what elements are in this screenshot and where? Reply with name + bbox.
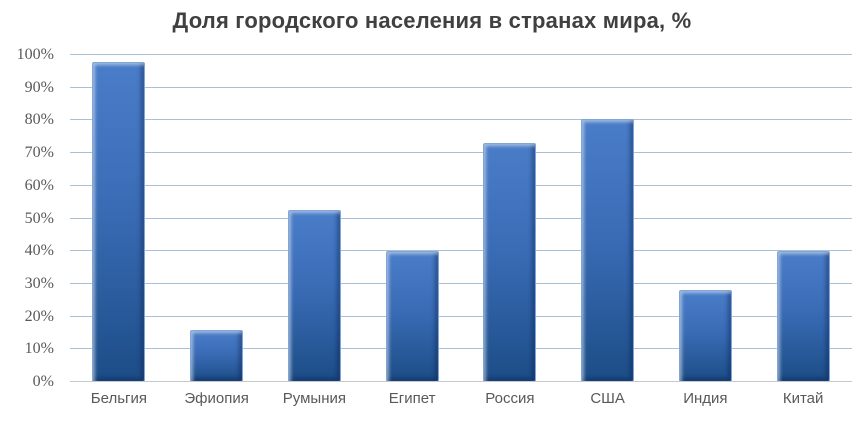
x-tick-label: Индия	[683, 390, 728, 407]
y-tick-label: 30%	[24, 274, 54, 292]
bar	[483, 143, 537, 382]
x-tick-label: Эфиопия	[184, 390, 249, 407]
plot-area	[70, 54, 852, 382]
y-tick-label: 10%	[24, 340, 54, 358]
y-tick-label: 50%	[24, 209, 54, 227]
x-tick-label: Китай	[782, 390, 824, 407]
x-tick-label: Румыния	[282, 390, 346, 407]
x-axis-line	[70, 381, 852, 382]
bar	[581, 118, 635, 382]
x-tick-label: США	[590, 390, 625, 407]
bar-slot	[168, 55, 266, 382]
bar-slot	[461, 55, 559, 382]
x-tick-label: Россия	[485, 390, 535, 407]
y-tick-label: 0%	[32, 373, 54, 390]
gridline	[70, 315, 852, 317]
bar	[776, 251, 830, 382]
bar	[385, 251, 439, 382]
bar	[287, 210, 341, 382]
gridline	[70, 184, 852, 186]
y-tick-label: 20%	[24, 307, 54, 325]
bar-slot	[266, 55, 364, 382]
gridline	[70, 54, 852, 55]
gridline	[70, 250, 852, 252]
gridline	[70, 152, 852, 154]
bar	[678, 290, 732, 382]
x-tick-label: Бельгия	[90, 390, 147, 407]
y-tick-label: 90%	[24, 78, 54, 96]
chart-title: Доля городского населения в странах мира…	[172, 8, 692, 33]
bar-slot	[754, 55, 852, 382]
bar-slot	[363, 55, 461, 382]
bar-series	[70, 55, 852, 382]
y-tick-label: 70%	[24, 144, 54, 162]
gridline	[70, 282, 852, 284]
x-axis: Бельгия Эфиопия Румыния Египет Россия США Инди…	[70, 386, 852, 412]
gridline	[70, 86, 852, 88]
x-tick-label: Египет	[388, 390, 436, 407]
gridline	[70, 348, 852, 350]
y-tick-label: 100%	[16, 46, 54, 63]
bar-slot	[559, 55, 657, 382]
bar	[92, 61, 146, 382]
y-tick-label: 40%	[24, 242, 54, 260]
gridline	[70, 217, 852, 219]
y-tick-label: 80%	[24, 111, 54, 129]
y-tick-label: 60%	[24, 176, 54, 194]
bar	[190, 329, 244, 382]
bar-slot	[70, 55, 168, 382]
y-axis: 0% 10% 20% 30% 40% 50% 60% 70% 80% 90% 100%	[0, 47, 56, 390]
gridline	[70, 119, 852, 121]
bar-slot	[657, 55, 755, 382]
